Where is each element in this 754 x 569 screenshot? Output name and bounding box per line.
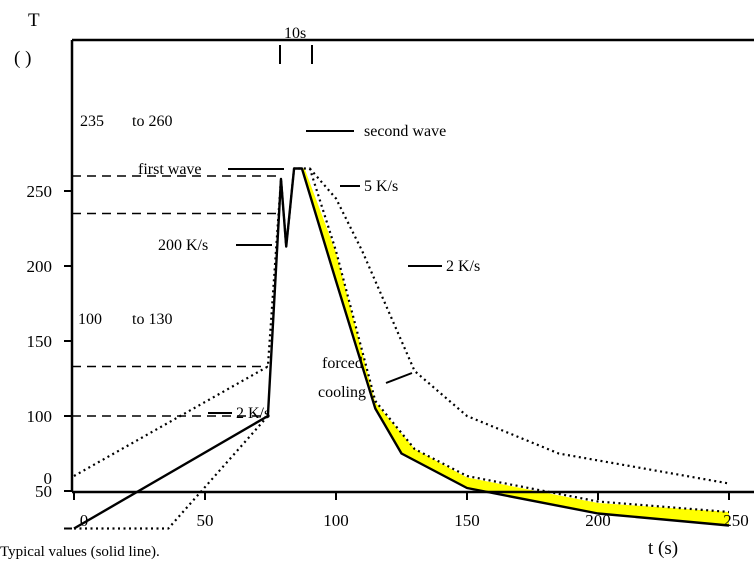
caption: Typical values (solid line). bbox=[0, 544, 160, 560]
y-tick-labels: 050 100 150 200 250 bbox=[27, 182, 53, 501]
x-tick-label-250: 250 bbox=[723, 511, 749, 530]
tolerance-band bbox=[301, 168, 729, 526]
rate-200-label: 200 K/s bbox=[158, 237, 208, 254]
rate-2-upper-label: 2 K/s bbox=[446, 258, 480, 275]
range-high-label: 235 bbox=[80, 113, 104, 130]
range-low-label: 100 bbox=[78, 311, 102, 328]
range-high-to-label: to 260 bbox=[132, 113, 172, 130]
rate-2-lower-label: 2 K/s bbox=[236, 405, 270, 422]
range-low-to-label: to 130 bbox=[132, 311, 172, 328]
x-tick-label-50: 50 bbox=[197, 511, 214, 530]
tick-marks bbox=[64, 190, 730, 530]
y-tick-label-200: 200 bbox=[27, 257, 53, 276]
y-tick-label-0: 0 bbox=[44, 469, 53, 488]
annotation-leaders bbox=[208, 45, 442, 414]
forced-cooling-leader bbox=[385, 372, 413, 384]
series-line-dotted-slow bbox=[308, 167, 730, 485]
rate-5-label: 5 K/s bbox=[364, 178, 398, 195]
forced-cooling-label-1: forced bbox=[322, 355, 363, 372]
y-axis-unit: ( ) bbox=[14, 48, 31, 69]
y-tick-label-150: 150 bbox=[27, 332, 53, 351]
forced-cooling-label-2: cooling bbox=[318, 384, 366, 401]
y-tick-label-100: 100 bbox=[27, 407, 53, 426]
series-group bbox=[73, 167, 730, 530]
reference-lines bbox=[72, 175, 281, 417]
x-axis-label: t (s) bbox=[648, 538, 678, 559]
interval-label: 10s bbox=[284, 25, 306, 42]
y-tick-label-250: 250 bbox=[27, 182, 53, 201]
series-line-dotted-upper bbox=[73, 167, 730, 514]
x-tick-label-100: 100 bbox=[323, 511, 349, 530]
x-tick-label-150: 150 bbox=[454, 511, 480, 530]
series-line-dotted-lower bbox=[74, 415, 269, 530]
first-wave-label: first wave bbox=[138, 161, 202, 178]
series-line-solid bbox=[73, 167, 730, 530]
y-tick-label-50: 50 bbox=[35, 482, 52, 501]
x-tick-label-200: 200 bbox=[585, 511, 611, 530]
x-tick-labels: 0 50 100 150 200 250 bbox=[80, 511, 749, 530]
x-tick-label-0: 0 bbox=[80, 511, 89, 530]
second-wave-label: second wave bbox=[364, 123, 446, 140]
y-axis-label: T bbox=[28, 10, 40, 31]
